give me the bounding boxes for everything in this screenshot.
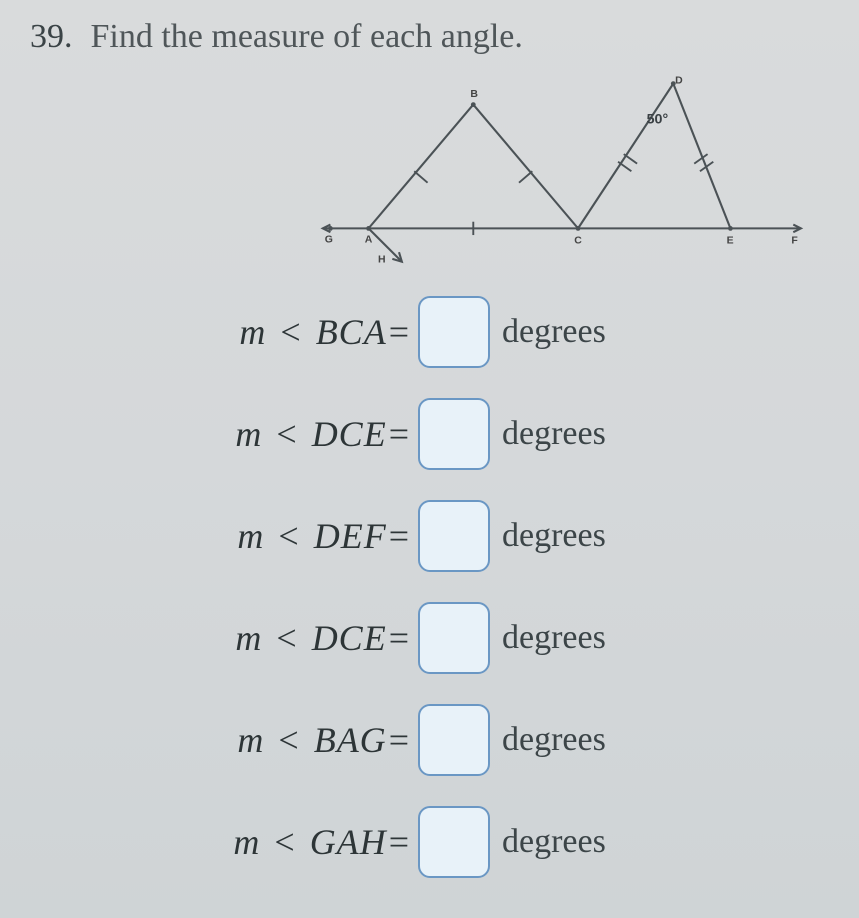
- answer-row-bag: m < BAG= degrees: [160, 704, 829, 776]
- point-label-b: B: [470, 89, 478, 100]
- input-bca[interactable]: [418, 296, 490, 368]
- diagram-container: 50° G A H B C D E F: [30, 76, 829, 276]
- unit-label: degrees: [502, 619, 606, 657]
- angle-label-dce-2: m < DCE=: [160, 617, 410, 659]
- point-label-f: F: [791, 236, 798, 247]
- input-bag[interactable]: [418, 704, 490, 776]
- input-dce-2[interactable]: [418, 602, 490, 674]
- input-gah[interactable]: [418, 806, 490, 878]
- question-number: 39.: [30, 18, 73, 56]
- input-dce[interactable]: [418, 398, 490, 470]
- answer-row-dce-2: m < DCE= degrees: [160, 602, 829, 674]
- angle-label-bag: m < BAG=: [160, 719, 410, 761]
- angle-label-def: m < DEF=: [160, 515, 410, 557]
- angle-50-label: 50°: [647, 112, 669, 128]
- point-label-e: E: [727, 236, 734, 247]
- angle-label-dce: m < DCE=: [160, 413, 410, 455]
- geometry-diagram: 50° G A H B C D E F: [299, 76, 819, 276]
- unit-label: degrees: [502, 721, 606, 759]
- page: 39. Find the measure of each angle.: [0, 0, 859, 918]
- unit-label: degrees: [502, 517, 606, 555]
- point-label-c: C: [574, 236, 582, 247]
- answer-row-bca: m < BCA= degrees: [160, 296, 829, 368]
- angle-label-gah: m < GAH=: [160, 821, 410, 863]
- angle-label-bca: m < BCA=: [160, 311, 410, 353]
- question-text: Find the measure of each angle.: [91, 18, 523, 56]
- unit-label: degrees: [502, 823, 606, 861]
- answer-row-def: m < DEF= degrees: [160, 500, 829, 572]
- answer-row-dce: m < DCE= degrees: [160, 398, 829, 470]
- answer-row-gah: m < GAH= degrees: [160, 806, 829, 878]
- answers-list: m < BCA= degrees m < DCE= degrees m < DE…: [30, 296, 829, 878]
- point-label-g: G: [325, 235, 333, 246]
- unit-label: degrees: [502, 415, 606, 453]
- input-def[interactable]: [418, 500, 490, 572]
- question-row: 39. Find the measure of each angle.: [30, 18, 829, 56]
- point-label-h: H: [378, 255, 386, 266]
- unit-label: degrees: [502, 313, 606, 351]
- point-label-a: A: [365, 235, 373, 246]
- point-label-d: D: [675, 76, 683, 87]
